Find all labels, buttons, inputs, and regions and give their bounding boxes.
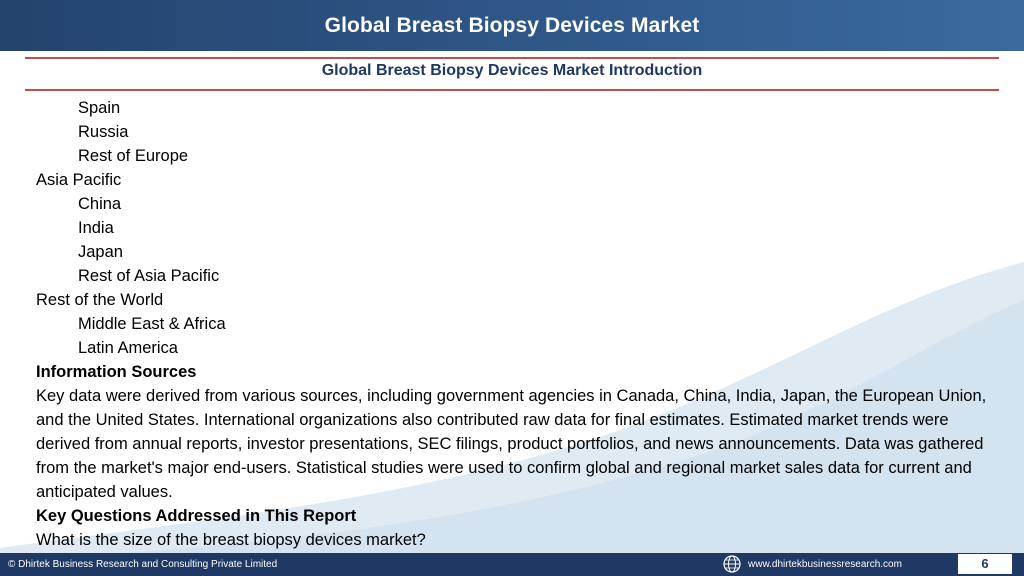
list-item: Japan <box>78 243 123 261</box>
list-item: Latin America <box>78 339 178 357</box>
page-title: Global Breast Biopsy Devices Market <box>324 13 700 37</box>
content-body: Spain Russia Rest of Europe Asia Pacific… <box>36 96 1006 552</box>
page-number: 6 <box>958 554 1012 574</box>
list-item: China <box>78 195 122 213</box>
list-item: Spain <box>78 99 121 117</box>
list-item: Rest of the World <box>36 291 164 309</box>
subtitle-top-rule <box>25 57 999 59</box>
list-item: Russia <box>78 123 129 141</box>
globe-icon <box>723 555 741 573</box>
information-sources-heading: Information Sources <box>36 363 197 381</box>
list-item: Asia Pacific <box>36 171 122 189</box>
section-subtitle: Global Breast Biopsy Devices Market Intr… <box>321 62 703 79</box>
list-item: Rest of Europe <box>78 147 189 165</box>
list-item: India <box>78 219 114 237</box>
list-item: Middle East & Africa <box>78 315 226 333</box>
subtitle-bottom-rule <box>25 89 999 91</box>
header-bar: Global Breast Biopsy Devices Market <box>0 0 1024 51</box>
key-questions-text: What is the size of the breast biopsy de… <box>36 531 426 549</box>
footer-bar: © Dhirtek Business Research and Consulti… <box>0 553 1024 576</box>
list-item: Rest of Asia Pacific <box>78 267 220 285</box>
copyright-text: © Dhirtek Business Research and Consulti… <box>8 559 278 570</box>
information-sources-text: Key data were derived from various sourc… <box>36 387 987 501</box>
website-link[interactable]: www.dhirtekbusinessresearch.com <box>748 559 902 570</box>
key-questions-heading: Key Questions Addressed in This Report <box>36 507 357 525</box>
